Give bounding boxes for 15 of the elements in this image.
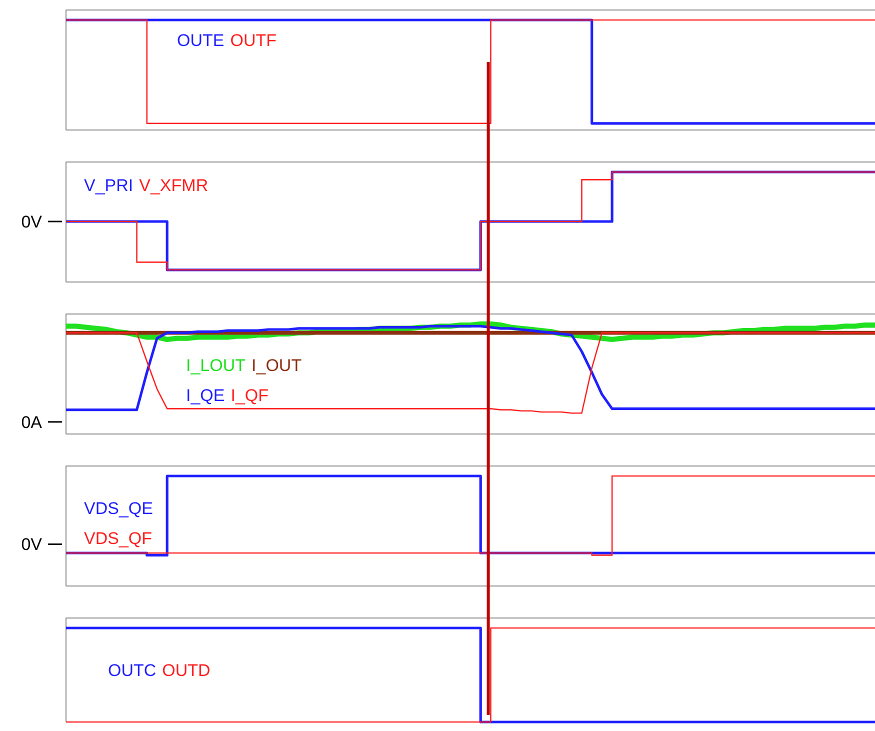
text: OUTD: [162, 660, 210, 680]
series-label: OUTC: [108, 660, 156, 680]
series-label: I_QF: [230, 386, 269, 405]
ref-line-label: 0V: [21, 535, 43, 554]
series-label: VDS_QE: [84, 498, 153, 518]
series-label: VDS_QF: [84, 528, 152, 548]
series-label: V_PRI: [84, 176, 134, 195]
text: I_QE: [186, 386, 225, 405]
ref-line-label: 0A: [21, 412, 43, 432]
ref-line-label: 0V: [21, 212, 43, 232]
text: OUTF: [230, 30, 277, 50]
series-label: OUTE: [177, 30, 224, 50]
series-label: V_XFMR: [139, 176, 208, 195]
series-label: I_LOUT: [186, 356, 246, 375]
series-label: I_OUT: [252, 356, 302, 375]
